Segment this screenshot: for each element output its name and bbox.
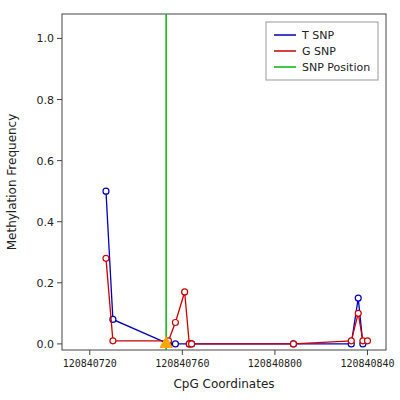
x-tick-label: 120840720	[63, 358, 117, 369]
x-tick	[89, 350, 90, 355]
point	[103, 255, 109, 261]
x-tick-label: 120840760	[155, 358, 209, 369]
legend-label: T SNP	[301, 29, 334, 42]
y-tick-label: 0.8	[37, 94, 55, 107]
chart: 120840720 120840760 120840800 120840840 0.0 0…	[0, 0, 400, 400]
y-tick	[57, 99, 62, 100]
snp-line	[165, 14, 167, 350]
y-tick	[57, 38, 62, 39]
legend-box	[266, 22, 378, 80]
y-tick	[57, 343, 62, 344]
point	[172, 320, 178, 326]
legend-label: G SNP	[302, 45, 336, 58]
point	[103, 188, 109, 194]
plot-frame	[62, 14, 386, 350]
legend-swatch	[274, 50, 296, 52]
y-tick	[57, 282, 62, 283]
y-tick	[57, 221, 62, 222]
y-tick-label: 1.0	[37, 32, 55, 45]
point	[364, 338, 370, 344]
point	[290, 341, 296, 347]
series-line	[106, 191, 363, 344]
point	[355, 310, 361, 316]
point	[172, 341, 178, 347]
y-tick-label: 0.4	[37, 216, 55, 229]
point	[290, 341, 296, 347]
x-tick	[182, 350, 183, 355]
series-line	[106, 258, 368, 344]
plot-area	[103, 14, 371, 350]
legend-swatch	[274, 34, 296, 36]
x-axis-label: CpG Coordinates	[173, 377, 274, 391]
legend: T SNP G SNP SNP Position	[266, 22, 378, 80]
y-tick-label: 0.6	[37, 155, 55, 168]
y-tick-label: 0.0	[37, 338, 55, 351]
y-tick	[57, 160, 62, 161]
point	[110, 338, 116, 344]
x-tick	[274, 350, 275, 355]
x-tick-label: 120840840	[340, 358, 394, 369]
snp-marker	[160, 337, 172, 348]
point	[348, 338, 354, 344]
point	[189, 341, 195, 347]
legend-swatch	[274, 66, 296, 68]
x-tick-label: 120840800	[248, 358, 302, 369]
y-axis-label: Methylation Frequency	[5, 114, 19, 251]
legend-label: SNP Position	[302, 61, 370, 74]
point	[355, 295, 361, 301]
y-tick-label: 0.2	[37, 277, 55, 290]
point	[189, 341, 195, 347]
x-tick	[367, 350, 368, 355]
point	[182, 289, 188, 295]
